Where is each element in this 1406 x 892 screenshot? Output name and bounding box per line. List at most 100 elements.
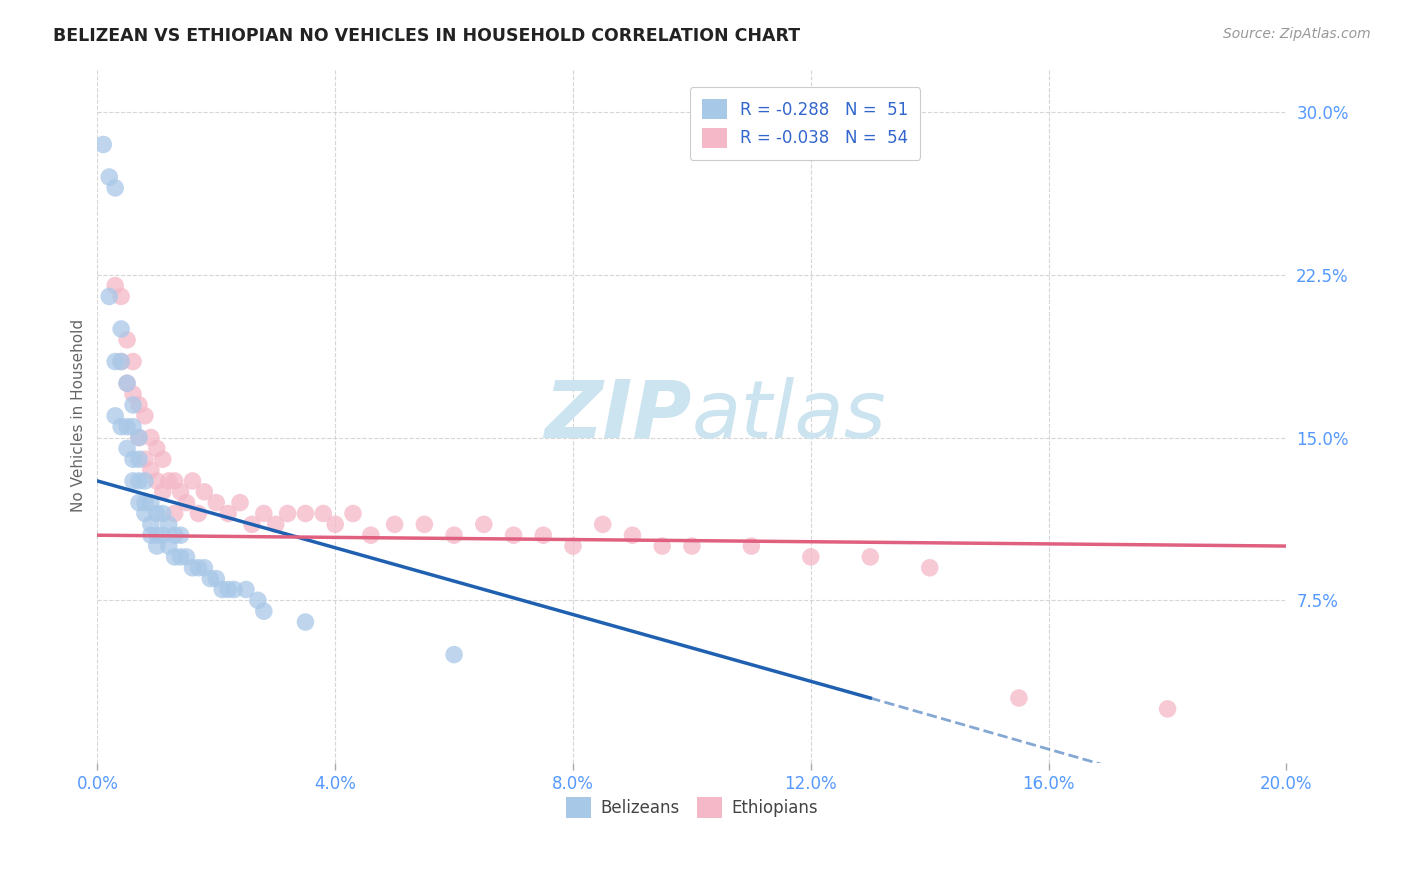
Point (152, 528, 174, 542)
Point (740, 539, 762, 553)
Point (146, 507, 169, 521)
Point (152, 507, 174, 521)
Point (360, 528, 382, 542)
Point (240, 517, 263, 532)
Point (312, 507, 335, 521)
Point (110, 419, 132, 434)
Point (122, 387, 145, 401)
Point (187, 561, 209, 575)
Point (128, 474, 150, 488)
Point (157, 539, 180, 553)
Point (211, 582, 233, 597)
Point (229, 496, 252, 510)
Point (253, 604, 276, 618)
Point (181, 561, 204, 575)
Y-axis label: No Vehicles in Household: No Vehicles in Household (72, 319, 86, 512)
Point (104, 409, 127, 423)
Legend: Belizeans, Ethiopians: Belizeans, Ethiopians (560, 790, 825, 824)
Point (800, 549, 823, 564)
Point (181, 474, 204, 488)
Point (115, 376, 138, 391)
Point (193, 484, 215, 499)
Point (592, 517, 614, 532)
Point (128, 496, 150, 510)
Point (217, 582, 239, 597)
Point (139, 528, 162, 542)
Point (139, 463, 162, 477)
Point (205, 572, 228, 586)
Point (91, 137, 114, 152)
Point (146, 474, 169, 488)
Point (384, 517, 406, 532)
Text: BELIZEAN VS ETHIOPIAN NO VEHICLES IN HOUSEHOLD CORRELATION CHART: BELIZEAN VS ETHIOPIAN NO VEHICLES IN HOU… (53, 27, 800, 45)
Point (98, 289, 121, 303)
Point (128, 431, 150, 445)
Point (163, 528, 186, 542)
Point (110, 322, 132, 336)
Point (152, 484, 174, 499)
Point (176, 496, 198, 510)
Point (122, 474, 145, 488)
Point (104, 278, 127, 293)
Point (128, 398, 150, 412)
Point (443, 528, 465, 542)
Point (169, 549, 191, 564)
Point (110, 354, 132, 368)
Point (193, 561, 215, 575)
Point (115, 333, 138, 347)
Point (246, 593, 269, 607)
Point (169, 484, 191, 499)
Point (918, 561, 941, 575)
Point (859, 549, 882, 564)
Point (115, 419, 138, 434)
Point (176, 549, 198, 564)
Point (342, 507, 364, 521)
Point (502, 528, 524, 542)
Point (152, 452, 174, 467)
Point (1008, 691, 1031, 706)
Point (134, 507, 156, 521)
Point (235, 582, 257, 597)
Point (134, 452, 156, 467)
Point (562, 539, 585, 553)
Point (163, 507, 186, 521)
Point (169, 528, 191, 542)
Point (139, 517, 162, 532)
Point (205, 496, 228, 510)
Point (122, 398, 145, 412)
Point (472, 517, 495, 532)
Point (200, 572, 222, 586)
Point (294, 615, 316, 629)
Point (134, 496, 156, 510)
Point (157, 474, 180, 488)
Point (122, 419, 145, 434)
Point (224, 582, 246, 597)
Point (1156, 702, 1178, 716)
Point (294, 507, 316, 521)
Point (187, 507, 209, 521)
Point (128, 431, 150, 445)
Point (217, 507, 239, 521)
Point (681, 539, 703, 553)
Point (264, 517, 287, 532)
Point (139, 496, 162, 510)
Point (146, 442, 169, 456)
Text: atlas: atlas (692, 376, 887, 455)
Point (122, 354, 145, 368)
Point (621, 528, 644, 542)
Point (413, 517, 436, 532)
Point (146, 539, 169, 553)
Point (163, 549, 186, 564)
Point (163, 474, 186, 488)
Point (134, 474, 156, 488)
Point (323, 517, 346, 532)
Text: ZIP: ZIP (544, 376, 692, 455)
Point (157, 517, 180, 532)
Point (253, 507, 276, 521)
Point (98, 169, 121, 184)
Point (104, 354, 127, 368)
Point (651, 539, 673, 553)
Point (104, 181, 127, 195)
Point (128, 452, 150, 467)
Point (134, 409, 156, 423)
